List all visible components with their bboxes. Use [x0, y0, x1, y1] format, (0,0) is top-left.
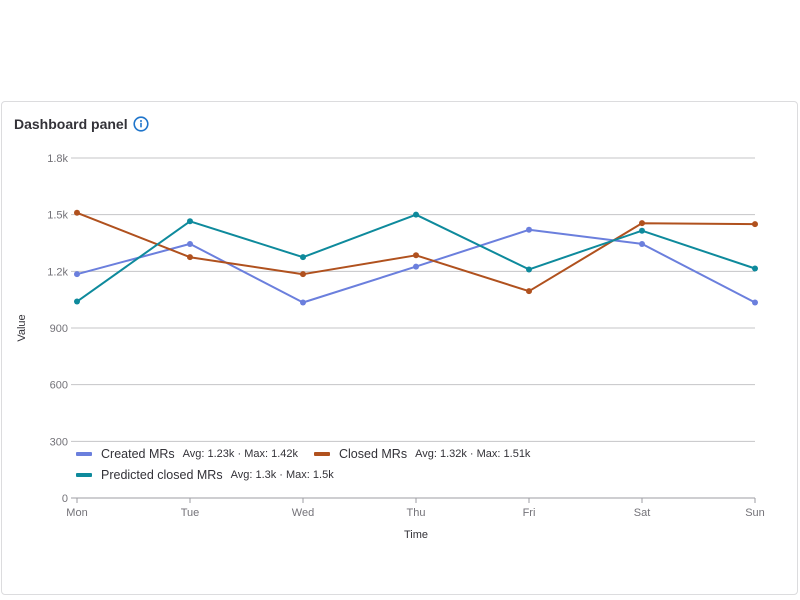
x-tick-label: Mon [66, 507, 87, 519]
series-line-1 [76, 211, 756, 293]
x-axis-ticks: Mon Tue Wed Thu Fri Sat Sun [66, 498, 765, 519]
x-axis-title: Time [404, 529, 428, 541]
legend-swatch [314, 451, 330, 456]
info-icon[interactable] [132, 116, 149, 132]
panel-header: Dashboard panel [14, 116, 149, 132]
legend-item-created-mrs[interactable]: Created MRs Avg: 1.23k · Max: 1.42k [76, 447, 298, 461]
legend-series-name: Closed MRs [339, 446, 408, 461]
y-tick-label: 0 [62, 493, 68, 505]
data-point[interactable] [74, 298, 80, 305]
legend-swatch [76, 451, 92, 456]
y-axis-title: Value [16, 314, 28, 341]
chart-legend: Created MRs Avg: 1.23k · Max: 1.42k Clos… [76, 443, 546, 485]
grid-lines [71, 157, 755, 499]
x-tick-label: Thu [407, 507, 426, 519]
panel-title: Dashboard panel [14, 116, 128, 132]
data-point[interactable] [526, 288, 532, 295]
legend-series-stats: Avg: 1.3k · Max: 1.5k [230, 468, 334, 481]
data-point[interactable] [752, 221, 758, 228]
data-point[interactable] [74, 209, 80, 216]
data-point[interactable] [187, 218, 193, 225]
y-tick-label: 1.8k [47, 153, 68, 165]
data-point[interactable] [413, 252, 419, 259]
data-point[interactable] [300, 271, 306, 278]
data-point[interactable] [526, 266, 532, 273]
legend-item-closed-mrs[interactable]: Closed MRs Avg: 1.32k · Max: 1.51k [314, 447, 530, 461]
y-tick-label: 300 [50, 436, 68, 448]
legend-swatch [76, 472, 92, 477]
x-tick-label: Wed [292, 507, 314, 519]
y-tick-label: 900 [50, 323, 68, 335]
x-tick-label: Sun [745, 507, 765, 519]
data-point[interactable] [74, 271, 80, 278]
data-point[interactable] [300, 254, 306, 261]
data-point[interactable] [752, 299, 758, 306]
data-point[interactable] [187, 240, 193, 247]
series-lines [74, 209, 758, 306]
data-point[interactable] [187, 254, 193, 261]
legend-row: Created MRs Avg: 1.23k · Max: 1.42k Clos… [76, 443, 546, 464]
data-point[interactable] [300, 299, 306, 306]
x-tick-label: Tue [181, 507, 200, 519]
x-tick-label: Fri [523, 507, 536, 519]
y-tick-label: 1.5k [47, 210, 68, 222]
legend-series-name: Created MRs [101, 446, 175, 461]
legend-row: Predicted closed MRs Avg: 1.3k · Max: 1.… [76, 464, 546, 485]
data-point[interactable] [639, 227, 645, 234]
legend-series-name: Predicted closed MRs [101, 467, 223, 482]
y-tick-label: 1.2k [47, 266, 68, 278]
data-point[interactable] [639, 220, 645, 227]
dashboard-panel: Dashboard panel [1, 101, 798, 595]
data-point[interactable] [526, 226, 532, 233]
x-tick-label: Sat [634, 507, 651, 519]
data-point[interactable] [639, 240, 645, 247]
y-tick-label: 600 [50, 380, 68, 392]
legend-series-stats: Avg: 1.32k · Max: 1.51k [415, 447, 531, 460]
y-axis-ticks: 0 300 600 900 1.2k 1.5k 1.8k [47, 153, 68, 505]
data-point[interactable] [413, 263, 419, 270]
legend-series-stats: Avg: 1.23k · Max: 1.42k [182, 447, 298, 460]
data-point[interactable] [413, 211, 419, 218]
data-point[interactable] [752, 265, 758, 272]
legend-item-predicted-closed-mrs[interactable]: Predicted closed MRs Avg: 1.3k · Max: 1.… [76, 468, 334, 482]
